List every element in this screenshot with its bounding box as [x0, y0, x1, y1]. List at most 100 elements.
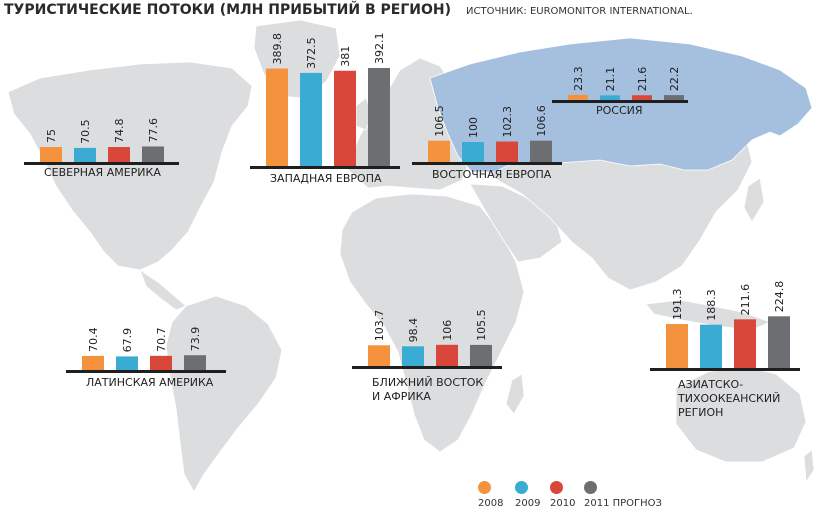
chart-title: ТУРИСТИЧЕСКИЕ ПОТОКИ (МЛН ПРИБЫТИЙ В РЕГ…: [4, 2, 452, 18]
bar-asia-pacific-3: [768, 316, 790, 368]
bar-chart-latin-america: 70.4 67.9 70.7 73.9: [66, 327, 226, 373]
japan-landmass: [743, 177, 765, 223]
bar-russia-2: [632, 95, 652, 100]
value-label: 103.7: [373, 310, 386, 342]
bar-western-europe-2: [334, 70, 356, 166]
region-label-line: ТИХООКЕАНСКИЙ: [678, 392, 781, 405]
bar-chart-middle-east-africa: 103.7 98.4 106 105.5: [352, 309, 502, 369]
bar-latin-america-0: [82, 355, 104, 370]
legend-label: 2008: [478, 498, 504, 509]
bar-eastern-europe-3: [530, 140, 552, 162]
bar-latin-america-2: [150, 355, 172, 370]
bar-north-america-0: [40, 147, 62, 162]
region-label-western-europe: ЗАПАДНАЯ ЕВРОПА: [270, 172, 382, 186]
baseline-western-europe: [250, 166, 400, 169]
value-label: 100: [467, 117, 480, 138]
legend-swatch-2008: [478, 481, 491, 494]
baseline-russia: [552, 100, 688, 103]
region-label-line: РЕГИОН: [678, 406, 724, 419]
value-label: 191.3: [671, 289, 684, 321]
bar-asia-pacific-0: [666, 324, 688, 368]
legend-swatch-2010: [550, 481, 563, 494]
bar-russia-1: [600, 95, 620, 100]
legend-label: 2009: [515, 498, 541, 509]
region-label-line: АЗИАТСКО-: [678, 378, 744, 391]
legend-label: 2010: [550, 498, 576, 509]
russia-territory: [429, 37, 813, 173]
region-label-asia-pacific: АЗИАТСКО- ТИХООКЕАНСКИЙ РЕГИОН: [678, 378, 780, 420]
value-label: 381: [339, 46, 352, 67]
value-label: 372.5: [305, 37, 318, 69]
bar-eastern-europe-1: [462, 142, 484, 162]
value-label: 106.5: [433, 105, 446, 137]
bar-chart-western-europe: 389.8 372.5 381 392.1: [250, 32, 400, 169]
value-label: 98.4: [407, 318, 420, 343]
value-label: 23.3: [572, 66, 585, 91]
bar-asia-pacific-1: [700, 324, 722, 368]
value-label: 75: [45, 129, 58, 143]
region-panel-eastern-europe: 106.5 100 102.3 106.6 ВОСТОЧНАЯ ЕВРОПА: [412, 105, 562, 188]
region-panel-middle-east-africa: 103.7 98.4 106 105.5 БЛИЖНИЙ ВОСТОК И АФРИКА: [352, 309, 502, 414]
region-panel-latin-america: 70.4 67.9 70.7 73.9 ЛАТИНСКАЯ АМЕРИКА: [66, 327, 226, 398]
value-label: 389.8: [271, 33, 284, 65]
value-label: 21.6: [636, 67, 649, 92]
bar-middle-east-africa-2: [436, 344, 458, 366]
region-label-line: ВОСТОЧНАЯ ЕВРОПА: [432, 168, 552, 181]
africa-landmass: [339, 193, 525, 453]
legend-swatch-2009: [515, 481, 528, 494]
value-label: 106.6: [535, 105, 548, 136]
region-panel-russia: 23.3 21.1 21.6 22.2 РОССИЯ: [552, 66, 688, 124]
region-label-russia: РОССИЯ: [596, 104, 643, 118]
middle-east-landmass: [469, 183, 563, 263]
region-panel-north-america: 75 70.5 74.8 77.6 СЕВЕРНАЯ АМЕРИКА: [24, 116, 179, 186]
value-label: 70.4: [87, 327, 100, 352]
bar-eastern-europe-0: [428, 140, 450, 162]
value-label: 211.6: [739, 284, 752, 316]
bar-western-europe-0: [266, 68, 288, 166]
value-label: 102.3: [501, 106, 514, 138]
value-label: 22.2: [668, 67, 681, 92]
bar-middle-east-africa-0: [368, 345, 390, 366]
region-label-line: СЕВЕРНАЯ АМЕРИКА: [44, 166, 161, 179]
bar-north-america-1: [74, 147, 96, 162]
value-label: 73.9: [189, 327, 202, 352]
region-label-line: ЗАПАДНАЯ ЕВРОПА: [270, 172, 382, 185]
value-label: 106: [441, 320, 454, 341]
bar-chart-eastern-europe: 106.5 100 102.3 106.6: [412, 105, 562, 165]
baseline-asia-pacific: [650, 368, 800, 371]
bar-western-europe-3: [368, 67, 390, 166]
bar-north-america-3: [142, 146, 164, 162]
bar-eastern-europe-2: [496, 141, 518, 162]
bar-russia-0: [568, 94, 588, 100]
bar-western-europe-1: [300, 72, 322, 166]
baseline-eastern-europe: [412, 162, 562, 165]
source-note: ИСТОЧНИК: EUROMONITOR INTERNATIONAL.: [466, 6, 693, 17]
region-panel-western-europe: 389.8 372.5 381 392.1 ЗАПАДНАЯ ЕВРОПА: [250, 32, 400, 194]
value-label: 70.7: [155, 327, 168, 352]
baseline-north-america: [24, 162, 179, 165]
legend-swatch-2011-forecast: [584, 481, 597, 494]
bar-latin-america-1: [116, 356, 138, 370]
north-america-landmass: [7, 61, 253, 271]
central-america-landmass: [139, 268, 187, 311]
value-label: 70.5: [79, 119, 92, 143]
region-panel-asia-pacific: 191.3 188.3 211.6 224.8 АЗИАТСКО- ТИХООКЕАНСК…: [650, 281, 800, 430]
bar-chart-north-america: 75 70.5 74.8 77.6: [24, 118, 179, 165]
region-label-line: И АФРИКА: [372, 390, 431, 403]
bar-middle-east-africa-3: [470, 344, 492, 366]
region-label-north-america: СЕВЕРНАЯ АМЕРИКА: [44, 166, 161, 180]
baseline-latin-america: [66, 370, 226, 373]
bar-latin-america-3: [184, 355, 206, 370]
bar-russia-3: [664, 95, 684, 100]
value-label: 188.3: [705, 289, 718, 321]
value-label: 224.8: [773, 281, 786, 313]
baseline-middle-east-africa: [352, 366, 502, 369]
region-label-line: РОССИЯ: [596, 104, 643, 117]
value-label: 77.6: [147, 118, 160, 143]
new-zealand-landmass: [803, 449, 815, 484]
legend-label: 2011 ПРОГНОЗ: [584, 498, 662, 509]
bar-middle-east-africa-1: [402, 346, 424, 366]
region-label-line: БЛИЖНИЙ ВОСТОК: [372, 376, 484, 389]
value-label: 392.1: [373, 32, 386, 64]
